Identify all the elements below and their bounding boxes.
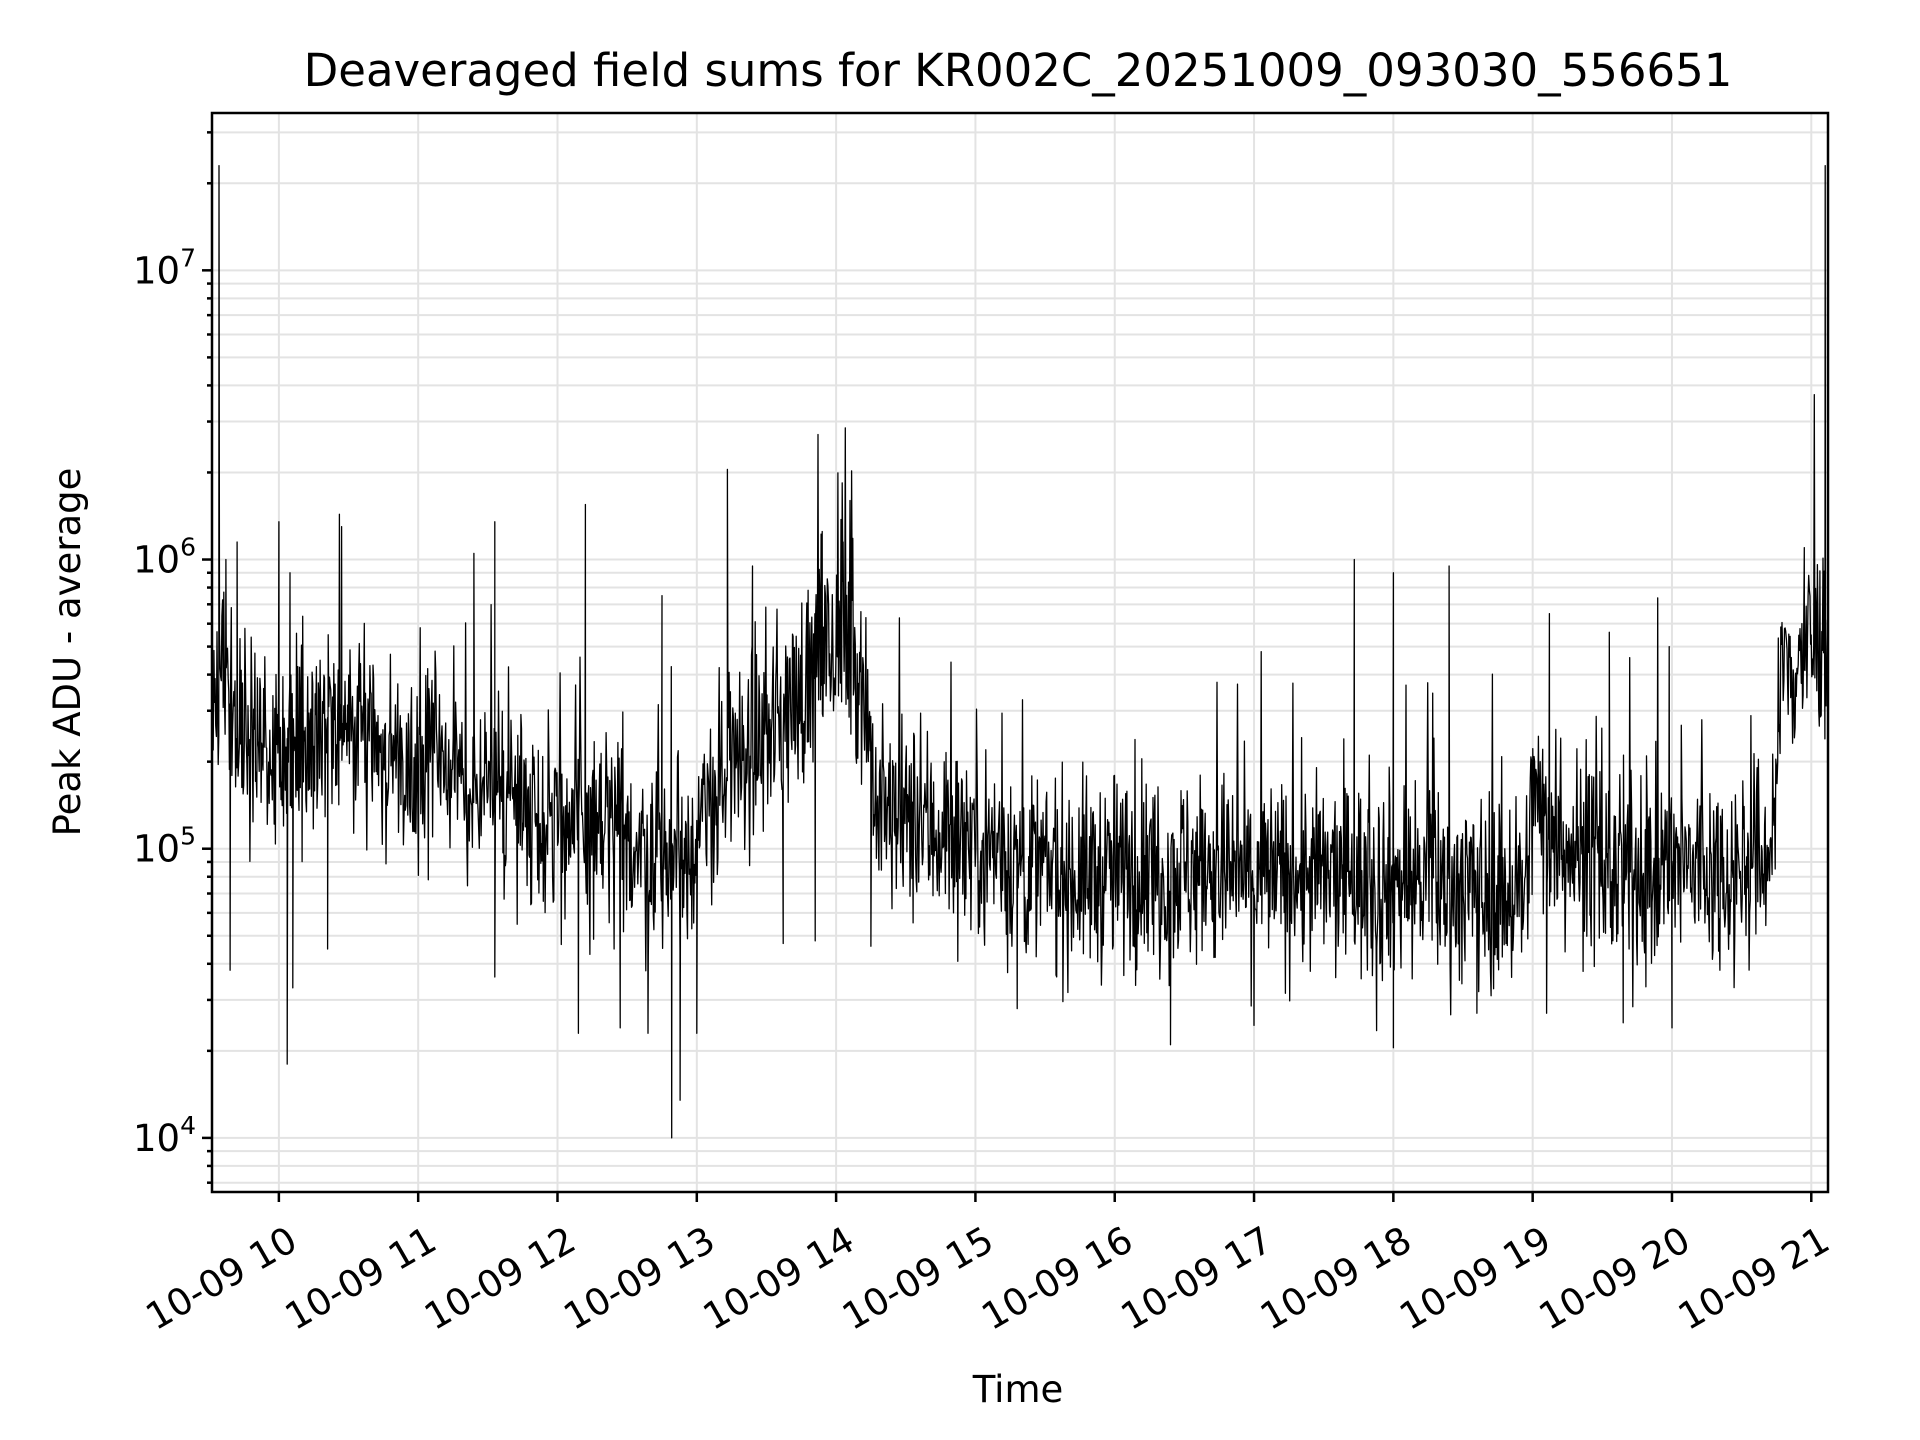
y-tick-base: 10 bbox=[133, 1117, 180, 1160]
y-axis-label: Peak ADU - average bbox=[46, 468, 89, 837]
series-layer bbox=[211, 165, 1829, 1139]
y-tick-exponent: 6 bbox=[180, 533, 196, 562]
ticks bbox=[202, 131, 1813, 1202]
y-tick-label: 104 bbox=[133, 1111, 196, 1160]
y-tick-label: 105 bbox=[133, 822, 196, 871]
series-line bbox=[211, 165, 1829, 1139]
x-axis-label: Time bbox=[972, 1368, 1064, 1411]
y-tick-label: 107 bbox=[133, 243, 196, 292]
y-tick-exponent: 5 bbox=[180, 822, 196, 851]
chart-title: Deaveraged field sums for KR002C_2025100… bbox=[304, 44, 1733, 97]
y-tick-exponent: 4 bbox=[180, 1111, 196, 1140]
y-tick-base: 10 bbox=[133, 828, 180, 871]
y-tick-exponent: 7 bbox=[180, 243, 196, 272]
y-tick-label: 106 bbox=[133, 533, 196, 582]
y-tick-base: 10 bbox=[133, 539, 180, 582]
plot-frame bbox=[210, 111, 1830, 1194]
y-tick-base: 10 bbox=[133, 249, 180, 292]
